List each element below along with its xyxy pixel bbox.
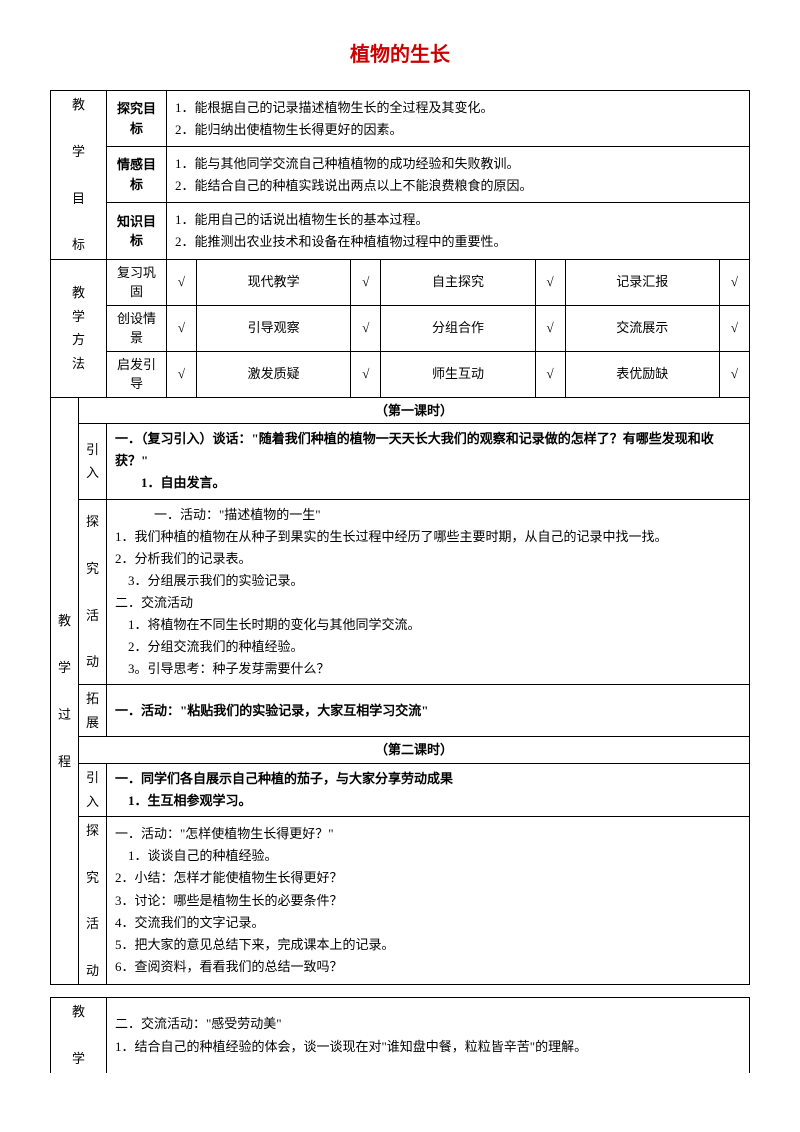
process-section-label: 教学过程 [51,397,79,985]
check-icon: √ [719,259,749,305]
intro-text: 一．（复习引入）谈话："随着我们种植的植物一天天长大我们的观察和记录做的怎样了？… [107,424,750,499]
goal-row-text: 1．能根据自己的记录描述植物生长的全过程及其变化。 2．能归纳出使植物生长得更好… [167,91,750,147]
expand-label: 拓展 [79,685,107,737]
method-name: 现代教学 [197,259,351,305]
explore-label: 探究活动 [79,499,107,685]
period1-header: （第一课时） [79,397,750,424]
explore2-label: 探究活动 [79,816,107,985]
check-icon: √ [535,259,565,305]
check-icon: √ [167,305,197,351]
goal-row-text: 1．能用自己的话说出植物生长的基本过程。 2．能推测出农业技术和设备在种植植物过… [167,203,750,259]
goal-row-text: 1．能与其他同学交流自己种植植物的成功经验和失败教训。 2．能结合自己的种植实践… [167,147,750,203]
check-icon: √ [351,305,381,351]
intro2-label: 引入 [79,763,107,816]
explore-text: 一．活动："描述植物的一生" 1．我们种植的植物在从种子到果实的生长过程中经历了… [107,499,750,685]
check-icon: √ [719,305,749,351]
methods-section-label: 教学方法 [51,259,107,397]
page-title: 植物的生长 [50,40,750,70]
intro-label: 引入 [79,424,107,499]
method-name: 激发质疑 [197,351,351,397]
explore2-text: 一．活动："怎样使植物生长得更好？" 1．谈谈自己的种植经验。 2．小结：怎样才… [107,816,750,985]
check-icon: √ [351,259,381,305]
check-icon: √ [167,351,197,397]
second-table: 教学 二．交流活动："感受劳动美" 1．结合自己的种植经验的体会，谈一谈现在对"… [50,997,750,1072]
goal-row-label: 探究目标 [107,91,167,147]
method-name: 创设情景 [107,305,167,351]
period2-header: （第二课时） [79,737,750,764]
method-name: 引导观察 [197,305,351,351]
method-name: 记录汇报 [565,259,719,305]
method-name: 复习巩固 [107,259,167,305]
section2-text: 二．交流活动："感受劳动美" 1．结合自己的种植经验的体会，谈一谈现在对"谁知盘… [107,998,750,1073]
section2-side-label: 教学 [51,998,107,1073]
main-table: 教学目标 探究目标 1．能根据自己的记录描述植物生长的全过程及其变化。 2．能归… [50,90,750,985]
method-name: 启发引导 [107,351,167,397]
goals-section-label: 教学目标 [51,91,107,260]
method-name: 交流展示 [565,305,719,351]
method-name: 自主探究 [381,259,535,305]
check-icon: √ [351,351,381,397]
method-name: 分组合作 [381,305,535,351]
expand-text: 一．活动："粘贴我们的实验记录，大家互相学习交流" [107,685,750,737]
goal-row-label: 知识目标 [107,203,167,259]
check-icon: √ [719,351,749,397]
check-icon: √ [535,351,565,397]
check-icon: √ [535,305,565,351]
table-gap [50,985,750,997]
intro2-text: 一．同学们各自展示自己种植的茄子，与大家分享劳动成果 1．生互相参观学习。 [107,763,750,816]
method-name: 表优励缺 [565,351,719,397]
goal-row-label: 情感目标 [107,147,167,203]
check-icon: √ [167,259,197,305]
method-name: 师生互动 [381,351,535,397]
